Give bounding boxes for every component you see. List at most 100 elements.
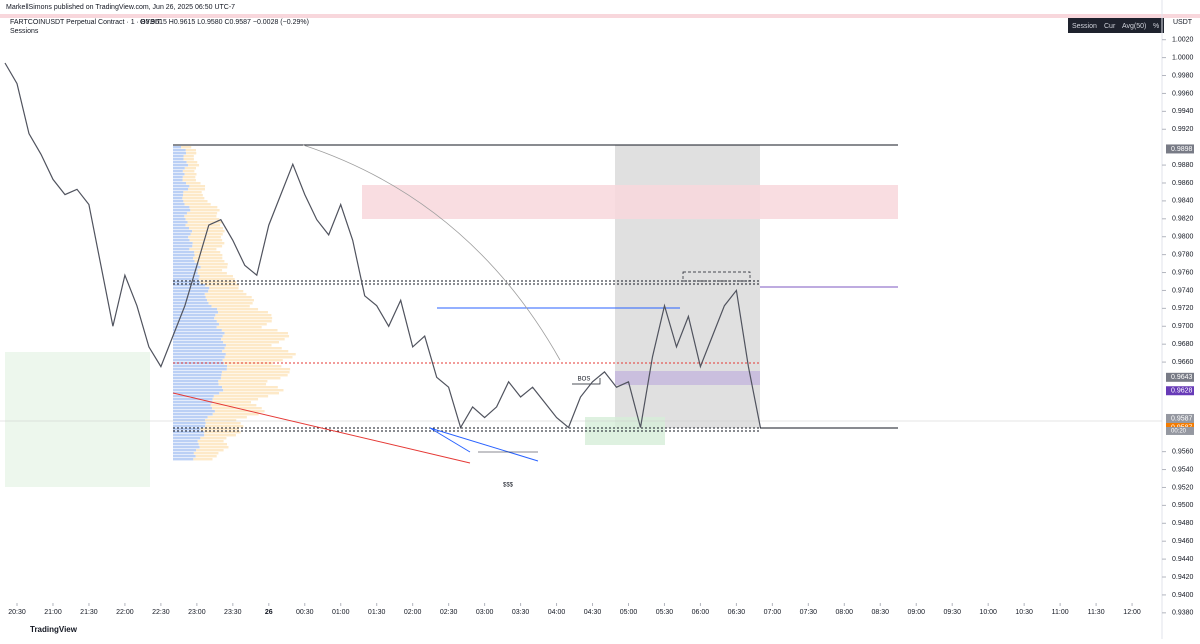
vp-bar [173, 155, 184, 158]
vp-bar [173, 272, 198, 275]
y-tick-label: 0.9700 [1172, 323, 1194, 330]
vp-bar [173, 347, 225, 350]
vp-bar [225, 353, 296, 356]
vp-bar [212, 401, 252, 404]
x-tick-label: 05:00 [620, 609, 638, 616]
vp-bar [204, 431, 241, 434]
vp-bar [173, 323, 219, 326]
vp-bar [173, 170, 183, 173]
vp-bar [199, 446, 229, 449]
vp-bar [173, 401, 213, 404]
vp-bar [173, 260, 195, 263]
published: MarkellSimons published on TradingView.c… [6, 4, 235, 11]
vp-bar [200, 266, 228, 269]
vp-bar [194, 254, 223, 257]
vp-bar [205, 419, 237, 422]
vp-bar [192, 242, 225, 245]
price-label: 0.9898 [1171, 146, 1193, 153]
vp-bar [187, 221, 223, 224]
vp-bar [200, 437, 227, 440]
session-strip [0, 14, 1200, 18]
vp-bar [225, 344, 272, 347]
vp-bar [173, 281, 201, 284]
symbol: FARTCOINUSDT Perpetual Contract · 1 · BY… [10, 19, 162, 26]
vp-bar [173, 458, 194, 461]
x-tick-label: 22:00 [116, 609, 134, 616]
x-tick-label: 07:00 [764, 609, 782, 616]
x-tick-label: 08:00 [836, 609, 854, 616]
y-tick-label: 0.9800 [1172, 234, 1194, 241]
vp-bar [184, 167, 196, 170]
vp-bar [184, 173, 197, 176]
y-unit: USDT [1173, 19, 1193, 26]
vp-bar [173, 191, 184, 194]
vp-bar [173, 329, 222, 332]
vp-bar [173, 392, 220, 395]
vp-bar [173, 422, 206, 425]
vp-bar [173, 275, 200, 278]
vp-bar [183, 191, 202, 194]
vp-bar [173, 455, 196, 458]
vp-bar [173, 245, 193, 248]
vp-bar [173, 176, 183, 179]
vp-bar [192, 257, 223, 260]
vp-bar [173, 377, 221, 380]
vp-bar [173, 434, 205, 437]
y-tick-label: 0.9420 [1172, 574, 1194, 581]
vp-bar [216, 320, 272, 323]
vp-bar [212, 398, 259, 401]
vp-bar [173, 185, 190, 188]
y-tick-label: 0.9440 [1172, 556, 1194, 563]
vp-bar [218, 323, 267, 326]
vp-bar [205, 422, 241, 425]
vp-bar [173, 146, 182, 149]
vp-bar [173, 194, 183, 197]
vp-bar [173, 248, 190, 251]
vp-bar [173, 203, 185, 206]
y-tick-label: 0.9920 [1172, 126, 1194, 133]
vp-bar [189, 185, 206, 188]
vp-bar [173, 299, 208, 302]
indicator: Sessions [10, 28, 39, 35]
vp-bar [197, 272, 227, 275]
vp-bar [197, 269, 223, 272]
vp-bar [173, 230, 193, 233]
vp-bar [205, 284, 239, 287]
vp-bar [173, 440, 198, 443]
vp-bar [173, 428, 201, 431]
vp-bar [189, 248, 217, 251]
vp-bar [184, 215, 217, 218]
vp-bar [181, 146, 192, 149]
vp-bar [189, 239, 223, 242]
vp-bar [173, 320, 217, 323]
vp-bar [207, 416, 247, 419]
vp-bar [221, 329, 278, 332]
vp-bar [224, 347, 282, 350]
vp-bar [173, 254, 195, 257]
vp-bar [173, 257, 193, 260]
vp-bar [173, 239, 190, 242]
vp-bar [173, 404, 211, 407]
vp-bar [185, 224, 221, 227]
footer: TradingView [30, 625, 78, 634]
vp-bar [188, 164, 200, 167]
vp-bar [200, 428, 240, 431]
vp-bar [214, 410, 265, 413]
vp-bar [173, 326, 217, 329]
vp-bar [173, 209, 191, 212]
y-tick-label: 0.9980 [1172, 72, 1194, 79]
vp-bar [173, 215, 185, 218]
vp-bar [173, 200, 184, 203]
vp-bar [183, 155, 194, 158]
vp-bar [213, 395, 269, 398]
vp-bar [173, 317, 215, 320]
vp-bar [173, 314, 216, 317]
vp-bar [173, 164, 189, 167]
vp-bar [192, 230, 225, 233]
x-tick-label: 12:00 [1123, 609, 1141, 616]
vp-bar [196, 449, 224, 452]
vp-bar [193, 452, 219, 455]
arc [302, 144, 561, 361]
vp-bar [220, 377, 281, 380]
